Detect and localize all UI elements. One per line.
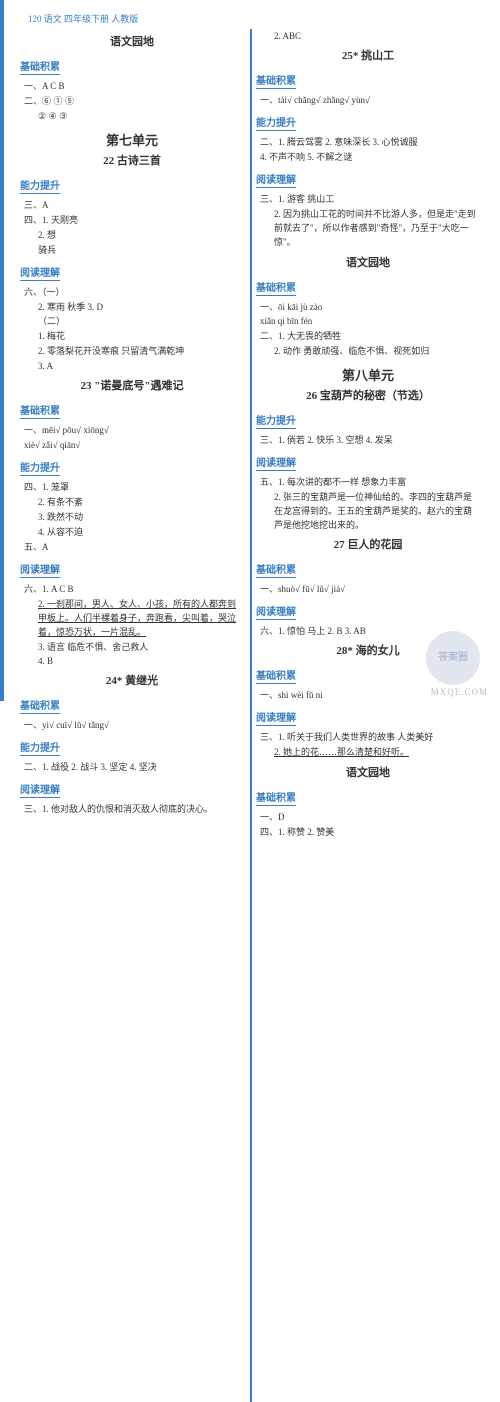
answer-line: 三、1. 游客 挑山工 — [256, 193, 480, 207]
answer-line: 三、A — [20, 199, 244, 213]
unit-title: 第八单元 — [256, 365, 480, 384]
left-column: 语文园地 基础积累 一、A C B 二、⑥ ① ⑤ ② ④ ③ 第七单元 22 … — [14, 29, 250, 841]
watermark-badge: 答案圈 — [426, 631, 480, 685]
answer-line: 三、1. 听关于我们人类世界的故事 人类美好 — [256, 731, 480, 745]
answer-line: 2. 因为挑山工花的时间并不比游人多，但是走"走到前就去了"，所以作者感到"奇怪… — [256, 208, 480, 250]
section-nengli: 能力提升 — [256, 412, 296, 429]
answer-line: 2. 寒雨 秋季 3. D — [20, 301, 244, 315]
section-yuedu: 阅读理解 — [256, 603, 296, 620]
section-nengli: 能力提升 — [20, 177, 60, 194]
answer-line: 一、ōi kāi jù zào — [256, 301, 480, 315]
garden-title: 语文园地 — [256, 764, 480, 780]
unit-title: 第七单元 — [20, 130, 244, 149]
answer-line: xiè√ zǎi√ qiān√ — [20, 439, 244, 453]
answer-line: 2. 她上的花……那么清楚和好听。 — [256, 746, 480, 760]
answer-line: 2. 一刹那间，男人、女人、小孩，所有的人都奔到甲板上。人们半裸着身子，奔跑看，… — [20, 598, 244, 640]
section-jichu: 基础积累 — [256, 789, 296, 806]
lesson-title: 26 宝葫芦的秘密（节选） — [256, 387, 480, 403]
answer-line: 四、1. 笼罩 — [20, 481, 244, 495]
section-nengli: 能力提升 — [256, 114, 296, 131]
lesson-title: 25* 挑山工 — [256, 47, 480, 63]
left-blue-border — [0, 0, 4, 701]
lesson-title: 27 巨人的花园 — [256, 536, 480, 552]
answer-line: 五、A — [20, 541, 244, 555]
answer-line: 一、yì√ cuī√ lǔ√ tǎng√ — [20, 719, 244, 733]
section-nengli: 能力提升 — [20, 739, 60, 756]
answer-line: 2. 张三的宝葫芦是一位神仙给的。李四的宝葫芦是在龙宫得到的。王五的宝葫芦是奖的… — [256, 491, 480, 533]
answer-line: 2. 零落梨花开没寒痕 只留清气满乾坤 — [20, 345, 244, 359]
page-header: 120 语文 四年级下册 人教版 — [0, 0, 500, 29]
right-column: 2. ABC 25* 挑山工 基础积累 一、tài√ chǎng√ zhǎng√… — [250, 29, 486, 841]
answer-line: 二、1. 战役 2. 战斗 3. 坚定 4. 坚决 — [20, 761, 244, 775]
answer-line: 骑兵 — [20, 244, 244, 258]
answer-line: 二、1. 大无畏的牺牲 — [256, 330, 480, 344]
answer-line: 4. 从容不迫 — [20, 526, 244, 540]
answer-line: 3. 语言 临危不惧、舍己救人 — [20, 641, 244, 655]
answer-line: 3. 跌然不动 — [20, 511, 244, 525]
section-jichu: 基础积累 — [20, 58, 60, 75]
answer-line: 1. 梅花 — [20, 330, 244, 344]
answer-line: 2. 想 — [20, 229, 244, 243]
section-yuedu: 阅读理解 — [20, 781, 60, 798]
section-yuedu: 阅读理解 — [20, 264, 60, 281]
answer-line: 2. ABC — [256, 30, 480, 44]
answer-line: 3. A — [20, 360, 244, 374]
section-jichu: 基础积累 — [20, 697, 60, 714]
answer-line: 2. 有条不紊 — [20, 496, 244, 510]
section-yuedu: 阅读理解 — [256, 454, 296, 471]
answer-line: 四、1. 天刚亮 — [20, 214, 244, 228]
answer-line: 4. 不声不响 5. 不解之谜 — [256, 151, 480, 165]
answer-line: 四、1. 称赞 2. 赞美 — [256, 826, 480, 840]
answer-line: 二、⑥ ① ⑤ — [20, 95, 244, 109]
garden-title: 语文园地 — [20, 33, 244, 49]
lesson-title: 23 "诺曼底号"遇难记 — [20, 377, 244, 393]
answer-line: 一、A C B — [20, 80, 244, 94]
answer-line: 二、1. 腾云驾雾 2. 意味深长 3. 心悦诚服 — [256, 136, 480, 150]
answer-line: 五、1. 每次讲的都不一样 想象力丰富 — [256, 476, 480, 490]
answer-line: 三、1. 倘若 2. 快乐 3. 空想 4. 发呆 — [256, 434, 480, 448]
two-column-layout: 语文园地 基础积累 一、A C B 二、⑥ ① ⑤ ② ④ ③ 第七单元 22 … — [0, 29, 500, 841]
garden-title: 语文园地 — [256, 254, 480, 270]
answer-line: （二） — [20, 315, 244, 329]
answer-line: 一、tài√ chǎng√ zhǎng√ yùn√ — [256, 94, 480, 108]
answer-line: 六、（一） — [20, 286, 244, 300]
answer-line: 4. B — [20, 655, 244, 669]
answer-line: ② ④ ③ — [20, 110, 244, 124]
answer-line: 三、1. 他对敌人的仇恨和消灭敌人彻底的决心。 — [20, 803, 244, 817]
section-yuedu: 阅读理解 — [256, 171, 296, 188]
answer-line: xiǎn qí bīn fén — [256, 315, 480, 329]
answer-line: 六、1. A C B — [20, 583, 244, 597]
section-jichu: 基础积累 — [256, 72, 296, 89]
section-jichu: 基础积累 — [256, 279, 296, 296]
watermark-site: MXQE.COM — [431, 687, 488, 697]
answer-line: 2. 动作 勇敢顽强、临危不惧、视死如归 — [256, 345, 480, 359]
section-yuedu: 阅读理解 — [256, 709, 296, 726]
lesson-title: 22 古诗三首 — [20, 152, 244, 168]
lesson-title: 24* 黄继光 — [20, 672, 244, 688]
section-yuedu: 阅读理解 — [20, 561, 60, 578]
answer-line: 一、mēi√ pōu√ xiōng√ — [20, 424, 244, 438]
section-nengli: 能力提升 — [20, 459, 60, 476]
section-jichu: 基础积累 — [256, 667, 296, 684]
section-jichu: 基础积累 — [256, 561, 296, 578]
answer-line: 一、shuò√ fū√ lǔ√ jiá√ — [256, 583, 480, 597]
section-jichu: 基础积累 — [20, 402, 60, 419]
answer-line: 一、D — [256, 811, 480, 825]
